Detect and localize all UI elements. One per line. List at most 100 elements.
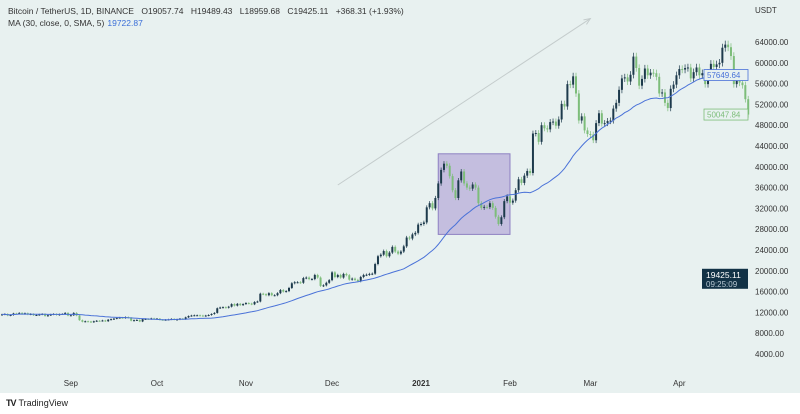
candle-up [187,316,190,318]
candle-up [293,282,296,284]
high-value: H19489.43 [190,6,233,16]
candle-down [577,93,580,121]
candle-down [345,273,348,276]
candle-down [600,113,603,124]
candle-up [207,315,210,316]
time-tick-label: Feb [503,379,517,388]
candle-up [285,291,288,293]
candle-up [196,315,199,317]
candle-down [408,237,411,239]
candle-down [239,303,242,306]
candle-up [49,314,52,316]
candle-up [322,285,325,287]
candle-down [81,320,84,322]
currency-label: USDT [755,6,777,15]
candle-up [678,69,681,76]
candle-up [629,74,632,82]
candle-down [87,321,90,323]
candle-up [115,317,118,319]
price-tick-label: 52000.00 [755,100,789,109]
price-tick-label: 28000.00 [755,225,789,234]
candle-up [517,179,520,191]
candle-up [434,198,437,209]
candle-down [333,272,336,278]
candle-down [747,99,750,115]
candle-up [267,293,270,296]
ohlc-row: Bitcoin / TetherUS, 1D, BINANCE O19057.7… [8,5,404,17]
candle-up [302,278,305,283]
candle-down [339,274,342,278]
candle-up [236,303,239,306]
candle-down [356,279,359,282]
chart-background [0,0,800,393]
candle-up [425,207,428,223]
price-tick-label: 12000.00 [755,308,789,317]
price-axis[interactable]: 64000.00 60000.00 56000.00 52000.00 48000.00… [755,38,789,359]
candle-up [595,123,598,141]
price-tick-label: 4000.00 [755,350,784,359]
candle-down [130,317,133,321]
symbol-title[interactable]: Bitcoin / TetherUS, 1D, BINANCE [8,6,134,16]
ma-price-label-box [703,69,749,81]
candle-down [646,68,649,76]
candle-up [649,72,652,76]
candle-up [296,282,299,284]
candle-down [308,277,311,280]
candle-up [422,222,425,224]
open-value: O19057.74 [141,6,184,16]
ma-indicator-label[interactable]: MA (30, close, 0, SMA, 5) [8,18,105,28]
time-axis[interactable]: Sep Oct Nov Dec 2021 Feb Mar Apr [64,379,686,388]
candle-up [643,68,646,79]
ma-indicator-value: 19722.87 [107,18,143,28]
candle-up [331,272,334,281]
candle-up [672,84,675,89]
candle-up [572,76,575,85]
candle-up [514,190,517,201]
candle-down [477,187,480,204]
candle-down [474,184,477,188]
candle-up [374,264,377,274]
candle-down [354,278,357,280]
price-tick-label: 32000.00 [755,204,789,213]
candle-up [402,246,405,252]
candle-up [213,312,216,314]
price-tick-label: 8000.00 [755,329,784,338]
last-close-label: 50047.84 [707,111,741,120]
candle-down [658,76,661,94]
candle-up [359,277,362,282]
candle-up [641,78,644,86]
candle-down [729,47,732,57]
candle-up [549,122,552,130]
price-tick-label: 20000.00 [755,267,789,276]
candle-down [454,190,457,198]
candle-up [420,224,423,225]
candle-up [724,44,727,48]
candle-down [448,165,451,177]
candle-up [230,304,233,307]
candle-down [465,183,468,188]
candle-up [609,120,612,122]
candle-down [592,134,595,141]
candle-down [316,274,319,278]
candle-up [244,303,247,305]
candle-down [299,282,302,284]
candle-up [368,273,371,275]
candle-up [112,318,115,320]
candle-up [371,273,374,275]
candle-up [506,196,509,202]
candle-down [569,84,572,86]
candle-up [399,251,402,254]
candle-down [655,73,658,77]
bar-countdown-label: 09:25:09 [706,280,738,289]
tradingview-branding[interactable]: TV TradingView [6,398,68,408]
candle-up [1,314,3,316]
candle-up [365,274,368,276]
candle-down [282,290,285,292]
candle-up [376,256,379,265]
time-tick-label: Oct [151,379,164,388]
candle-up [735,81,738,85]
candle-down [121,317,124,319]
candle-down [508,196,511,203]
candle-up [276,293,279,296]
